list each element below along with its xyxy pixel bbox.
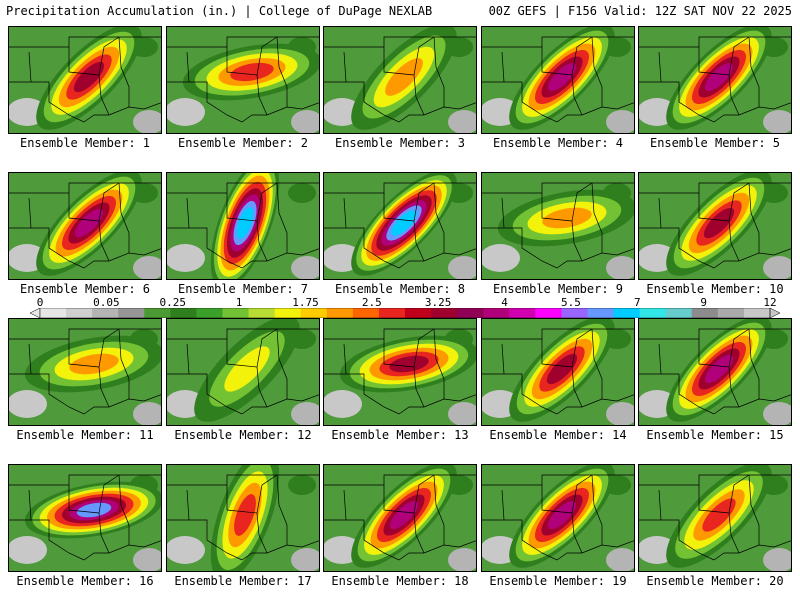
colorbar-segment [535, 308, 562, 318]
colorbar-tick-label: 2.5 [361, 296, 382, 309]
ensemble-member-map [481, 464, 635, 572]
colorbar-segment [457, 308, 484, 318]
colorbar-segment [326, 308, 354, 318]
colorbar-segment [352, 308, 380, 318]
ensemble-member-label: Ensemble Member: 7 [177, 282, 309, 296]
ensemble-member-label: Ensemble Member: 19 [489, 574, 627, 588]
ensemble-member-label: Ensemble Member: 1 [19, 136, 151, 150]
ensemble-member-map [323, 464, 477, 572]
ensemble-member-map [166, 318, 320, 426]
ensemble-member-map [638, 172, 792, 280]
ensemble-member-map [481, 26, 635, 134]
ensemble-member-label: Ensemble Member: 8 [334, 282, 466, 296]
ensemble-member-map [481, 318, 635, 426]
ensemble-member-label: Ensemble Member: 18 [331, 574, 469, 588]
ensemble-member-label: Ensemble Member: 6 [19, 282, 151, 296]
colorbar-segment [378, 308, 406, 318]
ensemble-member-label: Ensemble Member: 17 [174, 574, 312, 588]
ensemble-member-label: Ensemble Member: 15 [646, 428, 784, 442]
colorbar-segment [66, 308, 93, 318]
colorbar-segment [92, 308, 119, 318]
colorbar-tick-label: 0.25 [159, 296, 186, 309]
ensemble-member-map [8, 318, 162, 426]
colorbar-tick-label: 0 [36, 296, 44, 309]
ensemble-member-label: Ensemble Member: 20 [646, 574, 784, 588]
colorbar-segment [483, 308, 510, 318]
colorbar-tick-label: 12 [763, 296, 777, 309]
ensemble-member-label: Ensemble Member: 13 [331, 428, 469, 442]
ensemble-member-map [323, 26, 477, 134]
colorbar-segment [248, 308, 276, 318]
colorbar-segment [665, 308, 693, 318]
ensemble-member-map [638, 464, 792, 572]
ensemble-member-label: Ensemble Member: 10 [646, 282, 784, 296]
ensemble-member-map [166, 26, 320, 134]
colorbar-tick-label: 4 [501, 296, 508, 309]
colorbar-tick-label: 0.05 [93, 296, 120, 309]
colorbar-segment [509, 308, 536, 318]
ensemble-member-label: Ensemble Member: 3 [334, 136, 466, 150]
ensemble-member-label: Ensemble Member: 4 [492, 136, 624, 150]
ensemble-member-label: Ensemble Member: 5 [649, 136, 781, 150]
colorbar [30, 308, 780, 318]
ensemble-member-map [481, 172, 635, 280]
ensemble-member-map [166, 464, 320, 572]
colorbar-segment [196, 308, 223, 318]
colorbar-segment [431, 308, 458, 318]
colorbar-segment [639, 308, 667, 318]
colorbar-tick-label: 1.75 [292, 296, 319, 309]
colorbar-segment [222, 308, 250, 318]
colorbar-segment [561, 308, 588, 318]
ensemble-member-map [638, 26, 792, 134]
colorbar-segment [144, 308, 171, 318]
ensemble-member-map [323, 318, 477, 426]
colorbar-tick-label: 9 [700, 296, 707, 309]
colorbar-segment [300, 308, 328, 318]
colorbar-segment [40, 308, 67, 318]
colorbar-segment [587, 308, 615, 318]
colorbar-tick-label: 3.25 [424, 296, 452, 309]
ensemble-member-label: Ensemble Member: 2 [177, 136, 309, 150]
ensemble-member-label: Ensemble Member: 16 [16, 574, 154, 588]
chart-title: Precipitation Accumulation (in.) | Colle… [6, 4, 433, 18]
ensemble-member-map [323, 172, 477, 280]
ensemble-member-map [8, 26, 162, 134]
colorbar-segment [613, 308, 641, 318]
colorbar-segment [691, 308, 719, 318]
colorbar-tick-label: 7 [633, 296, 641, 309]
colorbar-segment [717, 308, 745, 318]
colorbar-segment [743, 308, 771, 318]
ensemble-member-label: Ensemble Member: 12 [174, 428, 312, 442]
ensemble-member-map [166, 172, 320, 280]
ensemble-member-label: Ensemble Member: 11 [16, 428, 154, 442]
ensemble-member-map [8, 172, 162, 280]
colorbar-segment [118, 308, 145, 318]
colorbar-min-arrow [30, 308, 41, 318]
run-info: 00Z GEFS | F156 Valid: 12Z SAT NOV 22 20… [488, 4, 792, 18]
ensemble-member-map [8, 464, 162, 572]
colorbar-outline [39, 308, 771, 318]
colorbar-segment [170, 308, 197, 318]
colorbar-segment [405, 308, 432, 318]
ensemble-member-map [638, 318, 792, 426]
colorbar-segment [274, 308, 302, 318]
colorbar-tick-label: 5.5 [560, 296, 581, 309]
ensemble-member-label: Ensemble Member: 14 [489, 428, 627, 442]
colorbar-tick-label: 1 [235, 296, 243, 309]
colorbar-max-arrow [769, 308, 780, 318]
ensemble-member-label: Ensemble Member: 9 [492, 282, 624, 296]
